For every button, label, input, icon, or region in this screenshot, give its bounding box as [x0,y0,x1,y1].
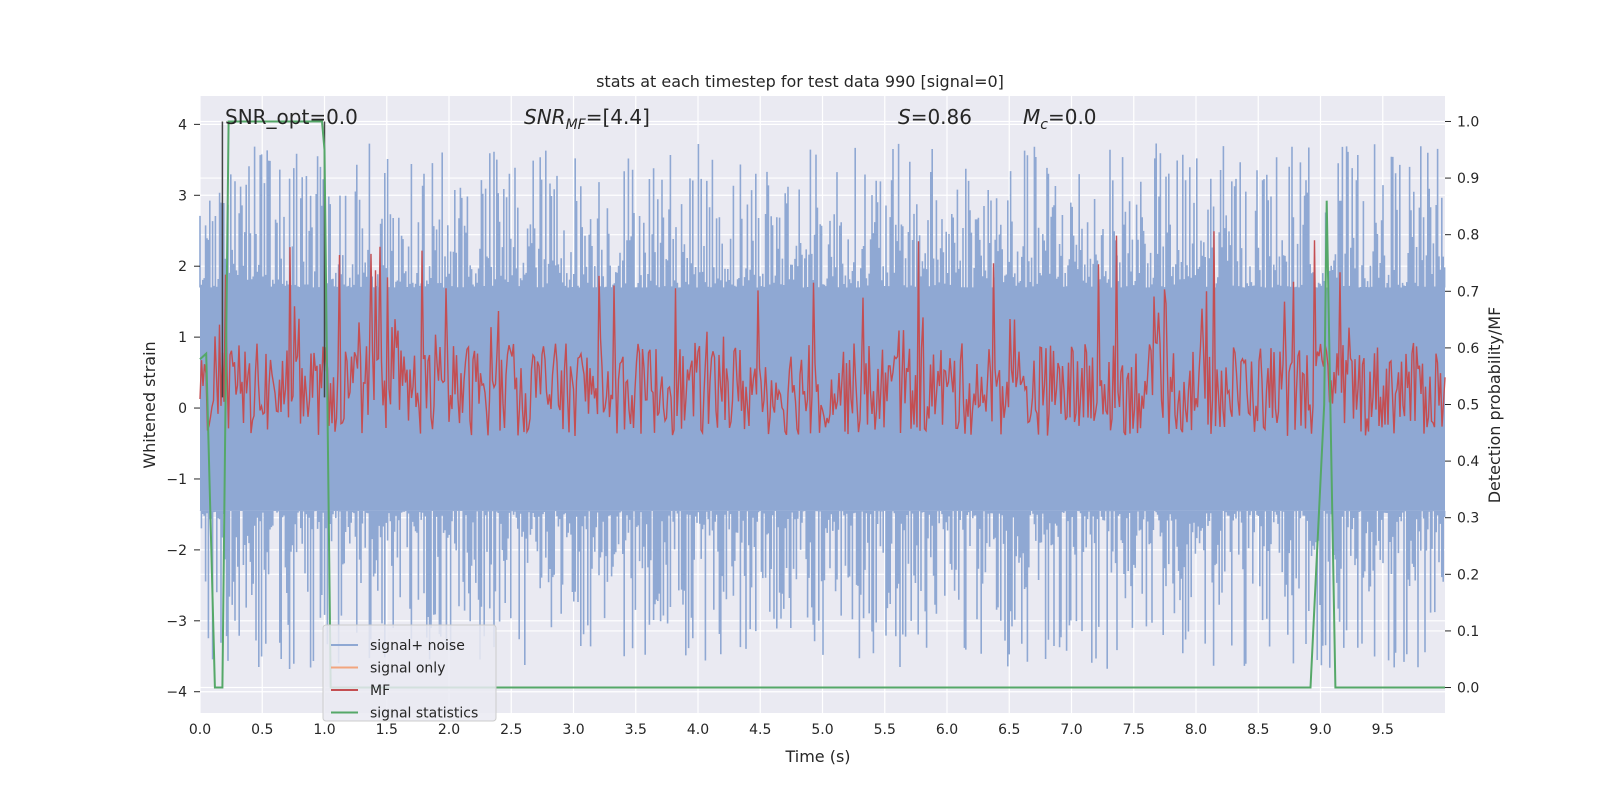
x-axis-label: Time (s) [784,747,850,766]
noise-lower-spikes [199,510,1446,669]
y-right-tick-label: 0.1 [1457,624,1479,640]
y-tick-label: −1 [166,472,187,488]
legend-label: signal statistics [370,706,478,722]
x-tick-label: 8.5 [1247,722,1269,738]
x-tick-label: 5.5 [874,722,896,738]
legend-label: signal only [370,661,445,677]
legend-items: signal+ noise signal only MF signal statist… [331,638,478,722]
y-axis-label: Whitened strain [140,341,159,468]
x-tick-label: 2.0 [438,722,460,738]
snr-opt-annotation: SNR_opt=0.0 [225,105,358,129]
x-tick-label: 7.0 [1060,722,1082,738]
legend: signal+ noise signal only MF signal statist… [322,624,497,722]
y-tick-label: 3 [178,188,187,204]
y-right-tick-label: 0.8 [1457,228,1479,244]
x-tick-label: 7.5 [1123,722,1145,738]
y-right-axis-label: Detection probability/MF [1485,307,1504,504]
signal-statistics-line [199,120,1445,689]
x-tick-label: 1.0 [313,722,335,738]
legend-label: MF [370,683,390,699]
mc-subscript: c [1040,117,1048,133]
y-right-tick-label: 0.3 [1457,511,1479,527]
y-tick-label: 1 [178,330,187,346]
y-right-tick-labels: 1.0 0.9 0.8 0.7 0.6 0.5 0.4 0.3 0.2 0.1 0.0 [1445,114,1479,697]
x-tick-label: 1.5 [376,722,398,738]
y-right-tick-label: 1.0 [1457,114,1479,130]
snr-mf-value: =[4.4] [586,105,650,129]
y-tick-label: −4 [166,685,187,701]
s-value: =0.86 [911,105,972,129]
x-tick-label: 2.5 [500,722,522,738]
mc-annotation: Mc=0.0 [1023,105,1097,133]
y-tick-labels: 4 3 2 1 0 −1 −2 −3 −4 [166,117,200,701]
y-right-tick-label: 0.0 [1457,681,1479,697]
mf-line [199,231,1446,437]
s-annotation: S=0.86 [898,105,972,129]
x-tick-label: 6.0 [936,722,958,738]
y-right-tick-label: 0.5 [1457,398,1479,414]
legend-box [322,624,497,722]
x-tick-label: 5.0 [811,722,833,738]
x-tick-label: 0.0 [189,722,211,738]
signal-statistics-series [199,120,1445,689]
x-tick-label: 3.5 [625,722,647,738]
legend-label: signal+ noise [370,638,465,654]
x-tick-labels: 0.0 0.5 1.0 1.5 2.0 2.5 3.0 3.5 4.0 4.5 5.0 5.5 6.0 6… [189,722,1394,738]
mc-symbol: M [1023,105,1040,129]
y-right-tick-label: 0.2 [1457,567,1479,583]
x-tick-label: 3.0 [562,722,584,738]
snr-mf-annotation: SNRMF=[4.4] [524,105,650,133]
y-tick-label: 4 [178,117,187,133]
y-tick-label: 2 [178,259,187,275]
y-tick-label: 0 [178,401,187,417]
mf-series [199,231,1446,437]
x-tick-label: 9.5 [1372,722,1394,738]
x-tick-label: 0.5 [251,722,273,738]
snr-mf-symbol: SNR [524,105,566,129]
y-tick-label: −2 [166,543,187,559]
y-right-tick-label: 0.6 [1457,341,1479,357]
y-right-tick-label: 0.9 [1457,171,1479,187]
x-tick-label: 8.0 [1185,722,1207,738]
x-tick-label: 4.5 [749,722,771,738]
chart-title: stats at each timestep for test data 990… [596,72,1004,91]
noise-upper-spikes [199,143,1446,288]
snr-mf-subscript: MF [566,117,587,133]
y-right-tick-label: 0.7 [1457,284,1479,300]
y-right-tick-label: 0.4 [1457,454,1479,470]
x-tick-label: 9.0 [1309,722,1331,738]
x-tick-label: 6.5 [998,722,1020,738]
y-tick-label: −3 [166,614,187,630]
mc-value: =0.0 [1048,105,1097,129]
x-tick-label: 4.0 [687,722,709,738]
s-symbol: S [898,105,911,129]
